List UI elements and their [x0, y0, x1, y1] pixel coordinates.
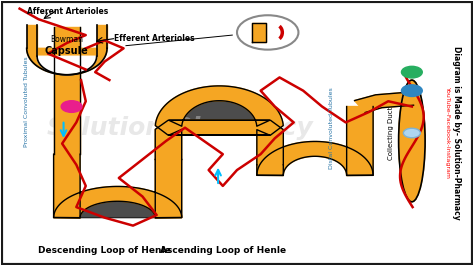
Text: Efferent Arterioles: Efferent Arterioles [114, 34, 195, 43]
Polygon shape [257, 107, 373, 176]
Ellipse shape [399, 80, 425, 202]
Text: Bowman: Bowman [50, 35, 83, 44]
Text: Afferent Arterioles: Afferent Arterioles [27, 7, 108, 16]
Polygon shape [97, 24, 107, 48]
Circle shape [401, 85, 422, 97]
Polygon shape [27, 24, 37, 48]
Polygon shape [54, 154, 182, 218]
Circle shape [61, 101, 82, 112]
Text: Diagram is Made by- Solution-Pharmacy: Diagram is Made by- Solution-Pharmacy [452, 46, 461, 220]
Polygon shape [80, 201, 155, 218]
Circle shape [403, 128, 420, 138]
Text: Distal Convoluted Tubules: Distal Convoluted Tubules [329, 87, 334, 169]
Polygon shape [252, 23, 266, 42]
Text: Capsule: Capsule [45, 46, 89, 56]
Polygon shape [155, 86, 283, 165]
Circle shape [401, 66, 422, 78]
Polygon shape [355, 92, 413, 113]
Text: Collecting Duct: Collecting Duct [388, 106, 393, 160]
Circle shape [237, 15, 299, 50]
Polygon shape [54, 27, 80, 154]
Polygon shape [37, 56, 97, 75]
Text: Ascending Loop of Henle: Ascending Loop of Henle [160, 246, 286, 255]
Text: Descending Loop of Henle: Descending Loop of Henle [38, 246, 171, 255]
Polygon shape [27, 48, 107, 75]
Text: YouTube-Facebook-Instagram: YouTube-Facebook-Instagram [445, 87, 450, 179]
Text: Proximal Convoluted Tubules: Proximal Convoluted Tubules [24, 56, 29, 147]
Text: Solution-Pharmacy: Solution-Pharmacy [47, 116, 314, 140]
Polygon shape [182, 101, 257, 128]
